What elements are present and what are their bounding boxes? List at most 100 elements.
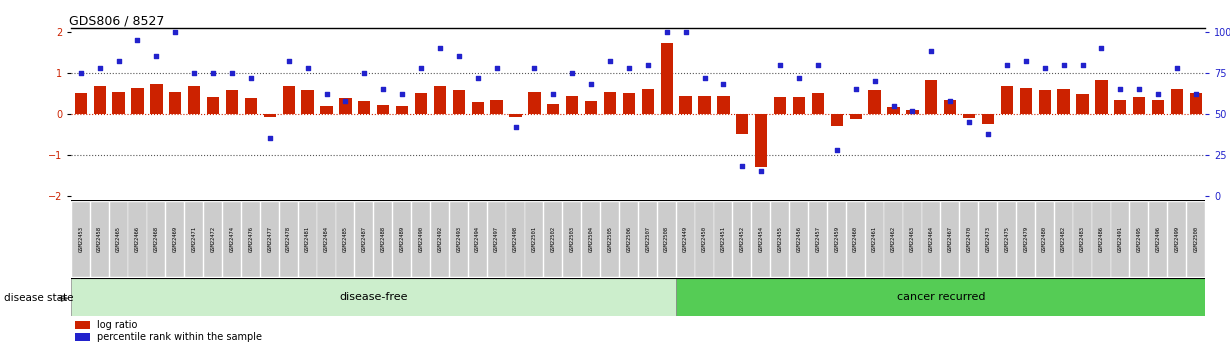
Bar [75, 333, 90, 342]
Text: GSM22450: GSM22450 [702, 226, 707, 252]
Bar [1153, 100, 1165, 114]
FancyBboxPatch shape [279, 201, 298, 277]
Text: GSM22457: GSM22457 [815, 226, 820, 252]
Bar [320, 107, 332, 114]
Bar [585, 101, 598, 114]
Point [865, 78, 884, 84]
FancyBboxPatch shape [1092, 201, 1111, 277]
FancyBboxPatch shape [733, 201, 752, 277]
Bar [1189, 93, 1202, 114]
Text: GSM22455: GSM22455 [777, 226, 782, 252]
Text: GSM22475: GSM22475 [1005, 226, 1010, 252]
Bar [1133, 97, 1145, 114]
Point [1129, 87, 1149, 92]
Bar [1001, 86, 1014, 114]
Bar [737, 114, 749, 135]
FancyBboxPatch shape [846, 201, 865, 277]
Point [1034, 65, 1054, 71]
FancyBboxPatch shape [1168, 201, 1186, 277]
FancyBboxPatch shape [355, 201, 374, 277]
Text: percentile rank within the sample: percentile rank within the sample [97, 332, 262, 342]
Text: cancer recurred: cancer recurred [897, 292, 985, 302]
FancyBboxPatch shape [695, 201, 713, 277]
Text: GSM22496: GSM22496 [1156, 226, 1161, 252]
Text: GSM22489: GSM22489 [400, 226, 405, 252]
FancyBboxPatch shape [394, 201, 411, 277]
Point [638, 62, 658, 67]
Text: GSM22502: GSM22502 [551, 226, 556, 252]
Bar [699, 96, 711, 114]
Text: GSM22480: GSM22480 [1042, 226, 1047, 252]
Bar [604, 92, 616, 114]
Text: GSM22461: GSM22461 [872, 226, 877, 252]
FancyBboxPatch shape [582, 201, 600, 277]
Bar [1020, 88, 1032, 114]
Point [562, 70, 582, 76]
Bar [1114, 100, 1127, 114]
Text: disease-free: disease-free [339, 292, 408, 302]
Point [1111, 87, 1130, 92]
Text: GDS806 / 8527: GDS806 / 8527 [69, 14, 165, 28]
Point [903, 108, 922, 113]
FancyBboxPatch shape [790, 201, 808, 277]
Text: GSM22465: GSM22465 [116, 226, 121, 252]
FancyBboxPatch shape [148, 201, 166, 277]
FancyBboxPatch shape [1054, 201, 1073, 277]
FancyBboxPatch shape [1187, 201, 1205, 277]
FancyBboxPatch shape [828, 201, 846, 277]
Text: GSM22464: GSM22464 [929, 226, 934, 252]
Point [790, 75, 809, 80]
Text: GSM22481: GSM22481 [305, 226, 310, 252]
Text: GSM22501: GSM22501 [531, 226, 538, 252]
Point [146, 53, 166, 59]
Point [883, 103, 903, 108]
Point [675, 29, 695, 34]
FancyBboxPatch shape [922, 201, 941, 277]
Point [827, 147, 846, 153]
Bar [339, 98, 352, 114]
Text: GSM22495: GSM22495 [1137, 226, 1141, 252]
Point [695, 75, 715, 80]
Bar [434, 86, 446, 114]
Bar [1058, 89, 1070, 114]
Bar [509, 114, 522, 117]
Text: GSM22466: GSM22466 [135, 226, 140, 252]
Bar [93, 86, 106, 114]
Point [544, 91, 563, 97]
Bar [471, 101, 483, 114]
Bar [378, 105, 390, 114]
FancyBboxPatch shape [809, 201, 827, 277]
FancyBboxPatch shape [109, 201, 128, 277]
Bar [887, 107, 899, 114]
Point [506, 124, 525, 130]
Point [770, 62, 790, 67]
Bar [945, 100, 957, 114]
FancyBboxPatch shape [166, 201, 184, 277]
Bar [547, 104, 560, 114]
FancyBboxPatch shape [1017, 201, 1034, 277]
Bar [150, 84, 162, 114]
Text: GSM22472: GSM22472 [210, 226, 215, 252]
Text: GSM22471: GSM22471 [192, 226, 197, 252]
Text: GSM22479: GSM22479 [1023, 226, 1028, 252]
FancyBboxPatch shape [186, 201, 203, 277]
Text: GSM22499: GSM22499 [1175, 226, 1180, 252]
Point [733, 164, 753, 169]
Bar [1076, 94, 1089, 114]
Text: GSM22449: GSM22449 [683, 226, 688, 252]
Bar [75, 93, 87, 114]
Text: GSM22490: GSM22490 [418, 226, 423, 252]
Point [241, 75, 261, 80]
Point [430, 46, 450, 51]
FancyBboxPatch shape [299, 201, 316, 277]
Point [959, 119, 979, 125]
Bar [717, 96, 729, 114]
FancyBboxPatch shape [1111, 201, 1129, 277]
Bar [283, 86, 295, 114]
Text: GSM22493: GSM22493 [456, 226, 461, 252]
Point [1149, 91, 1168, 97]
Text: GSM22487: GSM22487 [362, 226, 367, 252]
Bar [491, 100, 503, 114]
Point [411, 65, 430, 71]
Text: GSM22468: GSM22468 [154, 226, 159, 252]
